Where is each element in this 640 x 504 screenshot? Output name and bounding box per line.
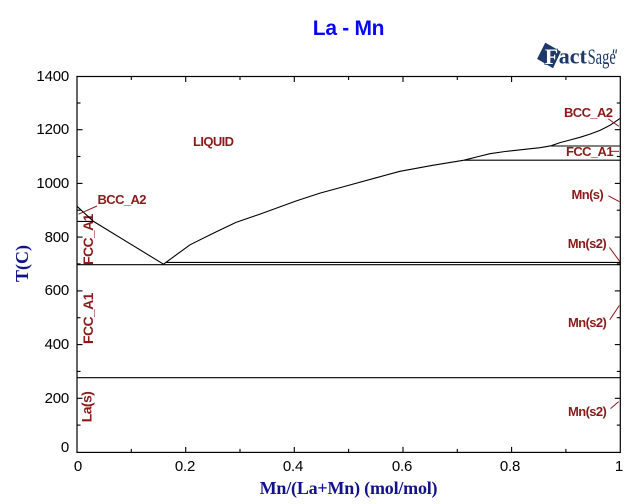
svg-text:act: act (559, 44, 588, 69)
svg-text:Sage: Sage (588, 45, 616, 70)
svg-text:F: F (545, 44, 558, 69)
